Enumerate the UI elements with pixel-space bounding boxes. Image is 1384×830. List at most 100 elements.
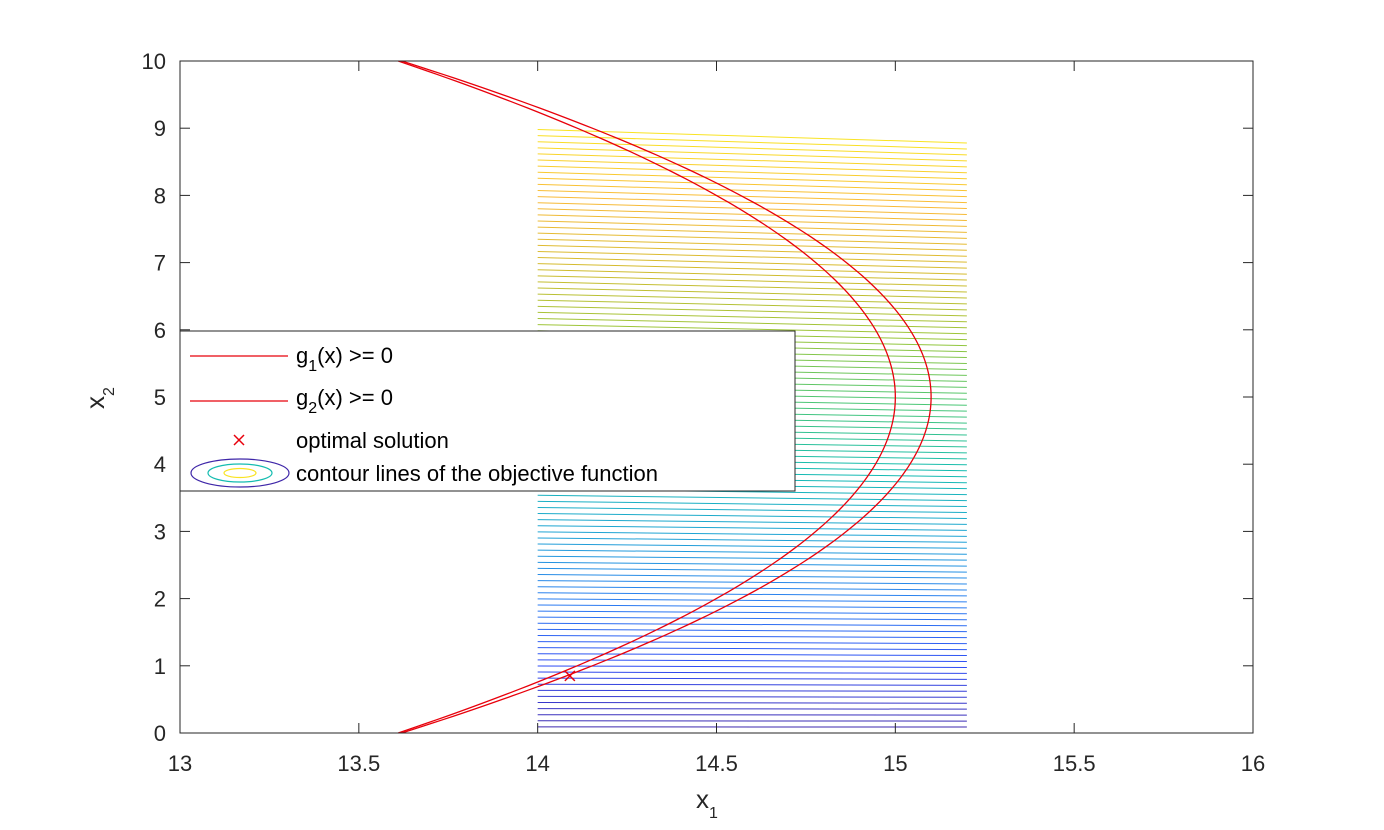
- contour-line: [537, 494, 967, 502]
- contour-line: [537, 665, 967, 668]
- contour-line: [537, 574, 967, 579]
- contour-line: [537, 196, 967, 210]
- x-tick-label: 14: [525, 751, 549, 776]
- y-axis-label: x2: [80, 387, 118, 409]
- x-tick-label: 15.5: [1053, 751, 1096, 776]
- contour-line: [537, 263, 967, 275]
- y-tick-label: 10: [142, 49, 166, 74]
- x-tick-label: 14.5: [695, 751, 738, 776]
- legend-optimal-label: optimal solution: [296, 428, 449, 453]
- contour-line: [537, 318, 967, 329]
- contour-line: [537, 275, 967, 287]
- contour-line: [537, 537, 967, 543]
- legend-contour-label: contour lines of the objective function: [296, 461, 658, 486]
- contour-line: [537, 677, 967, 680]
- y-tick-label: 3: [154, 519, 166, 544]
- legend-g2-label: g2(x) >= 0: [296, 385, 393, 417]
- contour-line: [537, 647, 967, 651]
- contour-line: [537, 592, 967, 597]
- contour-line: [537, 549, 967, 555]
- contour-line: [537, 628, 967, 633]
- contour-line: [537, 202, 967, 216]
- contour-line: [537, 238, 967, 251]
- contour-line: [537, 153, 967, 168]
- y-tick-label: 9: [154, 116, 166, 141]
- optimal-marker-stroke: [564, 670, 576, 682]
- contour-line: [537, 622, 967, 627]
- contour-line: [537, 208, 967, 221]
- axis-ticks: [179, 60, 1254, 734]
- contour-line: [537, 244, 967, 257]
- y-tick-labels: 0 1 2 3 4 5 6 7 8 9 10: [142, 49, 166, 746]
- contour-line: [537, 287, 967, 299]
- contour-line: [537, 604, 967, 609]
- contour-line: [537, 598, 967, 603]
- contour-line: [537, 689, 967, 692]
- contour-line: [537, 220, 967, 233]
- contour-line: [537, 171, 967, 186]
- y-tick-label: 1: [154, 654, 166, 679]
- contour-line: [537, 147, 967, 162]
- y-tick-label: 8: [154, 183, 166, 208]
- contour-line: [537, 226, 967, 239]
- contour-line: [537, 561, 967, 567]
- contour-line: [537, 708, 967, 710]
- legend-contour-icon: [190, 458, 290, 488]
- contour-line: [537, 567, 967, 573]
- contour-line: [537, 324, 967, 335]
- contour-line: [537, 281, 967, 293]
- contour-line: [537, 165, 967, 180]
- x-tick-labels: 13 13.5 14 14.5 15 15.5 16: [168, 751, 1265, 776]
- contour-line: [537, 250, 967, 263]
- y-tick-label: 0: [154, 721, 166, 746]
- contour-line: [537, 299, 967, 311]
- constraint-curve-g1: [397, 60, 896, 734]
- legend-g1-label: g1(x) >= 0: [296, 343, 393, 375]
- contour-line: [537, 506, 967, 513]
- contour-line: [537, 214, 967, 227]
- contour-line: [537, 500, 967, 508]
- contour-line: [537, 671, 967, 674]
- contour-line: [537, 189, 967, 204]
- x-tick-label: 16: [1241, 751, 1265, 776]
- contour-line: [537, 641, 967, 645]
- contour-line: [537, 141, 967, 156]
- contour-line: [537, 525, 967, 531]
- contour-line: [537, 183, 967, 198]
- contour-line: [537, 269, 967, 281]
- contour-line: [537, 543, 967, 549]
- contour-line: [537, 610, 967, 615]
- contour-line: [537, 616, 967, 621]
- contour-line: [537, 305, 967, 317]
- y-tick-label: 5: [154, 385, 166, 410]
- contour-line: [537, 683, 967, 686]
- contour-line: [537, 311, 967, 323]
- y-tick-label: 2: [154, 587, 166, 612]
- contour-line: [537, 702, 967, 704]
- contour-line: [537, 580, 967, 585]
- constraint-curve-g2: [401, 60, 932, 734]
- x-tick-label: 13: [168, 751, 192, 776]
- contour-line: [537, 232, 967, 245]
- y-tick-label: 7: [154, 251, 166, 276]
- legend-box: [179, 330, 796, 492]
- constraint-curves: [397, 60, 932, 734]
- contour-line: [537, 513, 967, 519]
- contour-line: [537, 555, 967, 561]
- contour-line: [537, 293, 967, 305]
- contour-line: [537, 159, 967, 174]
- contour-line: [537, 695, 967, 698]
- x-tick-label: 15: [883, 751, 907, 776]
- optimal-solution-marker: [564, 670, 576, 682]
- contour-line: [537, 177, 967, 192]
- contour-line: [537, 653, 967, 657]
- contour-line: [537, 135, 967, 150]
- legend-optimal-marker: [233, 434, 245, 446]
- x-axis-label: x1: [696, 784, 718, 822]
- contour-line: [537, 519, 967, 525]
- contour-line: [537, 129, 967, 144]
- x-tick-label: 13.5: [337, 751, 380, 776]
- contour-line: [537, 531, 967, 537]
- contour-line: [537, 257, 967, 269]
- y-tick-label: 6: [154, 318, 166, 343]
